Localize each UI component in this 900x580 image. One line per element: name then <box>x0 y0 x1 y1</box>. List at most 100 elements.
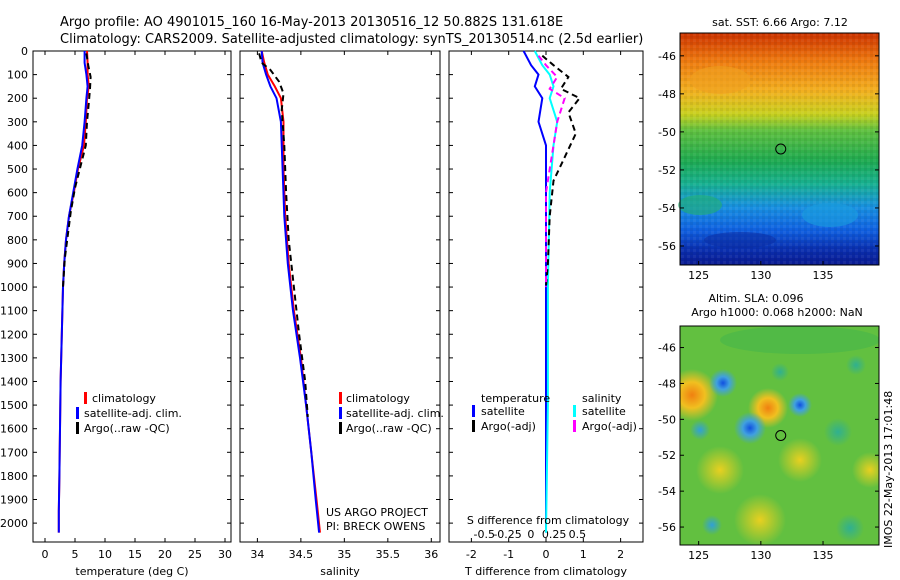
map-x-tick-label: 125 <box>688 269 709 282</box>
project-annotation-line2: PI: BRECK OWENS <box>326 520 425 533</box>
legend-swatch-argo <box>76 422 79 434</box>
legend-swatch-s-argo <box>573 420 576 432</box>
sla-map-title-line2: Argo h1000: 0.068 h2000: NaN <box>691 306 863 319</box>
map-y-tick-label: -56 <box>658 521 676 534</box>
map-y-tick-label: -54 <box>658 485 676 498</box>
legend-title-salinity: salinity <box>582 392 622 405</box>
x-tick-label: 2 <box>617 548 624 561</box>
legend-label: satellite-adj. clim. <box>84 407 182 420</box>
sst-green-patch <box>678 195 722 215</box>
difference-xlabel: T difference from climatology <box>464 565 627 578</box>
depth-tick-label: 1500 <box>0 399 28 412</box>
s-diff-tick-label: -0.25 <box>493 528 521 541</box>
map-y-tick-label: -54 <box>658 202 676 215</box>
legend-label: climatology <box>92 392 156 405</box>
x-tick-label: -2 <box>466 548 477 561</box>
depth-tick-label: 700 <box>7 210 28 223</box>
depth-tick-label: 800 <box>7 234 28 247</box>
depth-tick-label: 1000 <box>0 281 28 294</box>
sst-warm-patch <box>690 66 750 94</box>
sst-argo-marker <box>775 143 787 155</box>
legend-swatch-satellite <box>339 407 342 419</box>
sla-map-axes: 125 130 135 -46 -48 -50 -52 -54 -56 <box>658 342 879 562</box>
legend-title-temperature: temperature <box>481 392 550 405</box>
map-y-tick-label: -56 <box>658 240 676 253</box>
difference-legend: temperature satellite Argo(-adj) salinit… <box>472 392 637 433</box>
header-line1: Argo profile: AO 4901015_160 16-May-2013… <box>60 15 563 30</box>
legend-label: satellite <box>582 405 626 418</box>
temperature-xlabel: temperature (deg C) <box>75 565 188 578</box>
x-tick-label: 35 <box>337 548 351 561</box>
series-line <box>541 54 582 288</box>
legend-label: satellite <box>481 405 525 418</box>
sla-teal-anomaly <box>690 420 710 440</box>
sla-blue-anomaly <box>734 412 766 444</box>
difference-x-axis: -2 -1 0 1 2 -0.5-0.25 0 0.25 0.5 <box>466 51 624 561</box>
sst-map-frame <box>679 32 880 266</box>
sla-yellow-anomaly <box>778 438 822 482</box>
depth-tick-label: 1600 <box>0 423 28 436</box>
sla-teal-anomaly <box>836 514 864 542</box>
map-y-tick-label: -46 <box>658 50 676 63</box>
map-y-tick-label: -48 <box>658 88 676 101</box>
sst-map-title: sat. SST: 6.66 Argo: 7.12 <box>712 16 848 29</box>
x-tick-label: 10 <box>98 548 112 561</box>
x-tick-label: 36 <box>424 548 438 561</box>
x-tick-label: 0 <box>42 548 49 561</box>
depth-tick-label: 1300 <box>0 352 28 365</box>
temperature-x-axis: 0 5 10 15 20 25 30 <box>42 51 232 561</box>
x-tick-label: 35.5 <box>376 548 401 561</box>
depth-tick-label: 900 <box>7 257 28 270</box>
temperature-legend: climatology satellite-adj. clim. Argo(..… <box>76 392 182 435</box>
x-tick-label: 25 <box>188 548 202 561</box>
x-tick-label: 20 <box>158 548 172 561</box>
map-x-tick-label: 125 <box>688 549 709 562</box>
x-tick-label: -1 <box>503 548 514 561</box>
temperature-panel-frame <box>32 50 232 543</box>
map-x-tick-label: 130 <box>750 549 771 562</box>
x-tick-label: 1 <box>580 548 587 561</box>
legend-swatch-argo <box>339 422 342 434</box>
s-diff-tick-label: -0.5 <box>474 528 495 541</box>
x-tick-label: 34.5 <box>289 548 314 561</box>
s-diff-tick-label: 0 <box>527 528 534 541</box>
sla-green-band <box>720 326 879 354</box>
sla-argo-marker <box>775 430 787 441</box>
map-y-tick-label: -52 <box>658 449 676 462</box>
sla-orange-anomaly <box>680 369 718 421</box>
salinity-legend: climatology satellite-adj. clim. Argo(..… <box>339 392 444 435</box>
legend-swatch-t-satellite <box>472 405 475 417</box>
map-y-tick-label: -50 <box>658 413 676 426</box>
salinity-x-axis: 34 34.5 35 35.5 36 <box>250 51 438 561</box>
sla-heatmap <box>680 326 879 545</box>
series-line <box>260 50 321 533</box>
map-y-tick-label: -46 <box>658 342 676 355</box>
depth-tick-label: 100 <box>7 69 28 82</box>
depth-tick-label: 1400 <box>0 375 28 388</box>
salinity-xlabel: salinity <box>320 565 360 578</box>
imos-timestamp: IMOS 22-May-2013 17:01:48 <box>882 391 895 548</box>
depth-tick-label: 600 <box>7 187 28 200</box>
sla-map-frame <box>679 325 880 546</box>
sla-teal-anomaly <box>846 355 866 375</box>
sla-yellow-anomaly <box>696 446 744 494</box>
sla-teal-anomaly <box>771 363 789 381</box>
x-tick-label: 15 <box>128 548 142 561</box>
depth-tick-label: 1800 <box>0 470 28 483</box>
sla-blue-anomaly <box>788 393 812 417</box>
depth-tick-label: 1700 <box>0 446 28 459</box>
depth-tick-label: 2000 <box>0 517 28 530</box>
difference-series <box>522 50 582 533</box>
sla-yellow-anomaly <box>734 494 786 545</box>
depth-tick-label: 1900 <box>0 494 28 507</box>
legend-label: Argo(..raw -QC) <box>346 422 432 435</box>
map-y-tick-label: -48 <box>658 377 676 390</box>
sst-heatmap <box>678 33 879 265</box>
header-line2: Climatology: CARS2009. Satellite-adjuste… <box>60 32 643 47</box>
temperature-series <box>57 50 92 533</box>
sst-cyan-patch <box>802 203 858 227</box>
legend-swatch-t-argo <box>472 420 475 432</box>
map-x-tick-label: 130 <box>750 269 771 282</box>
map-x-tick-label: 135 <box>813 549 834 562</box>
depth-tick-label: 0 <box>21 45 28 58</box>
